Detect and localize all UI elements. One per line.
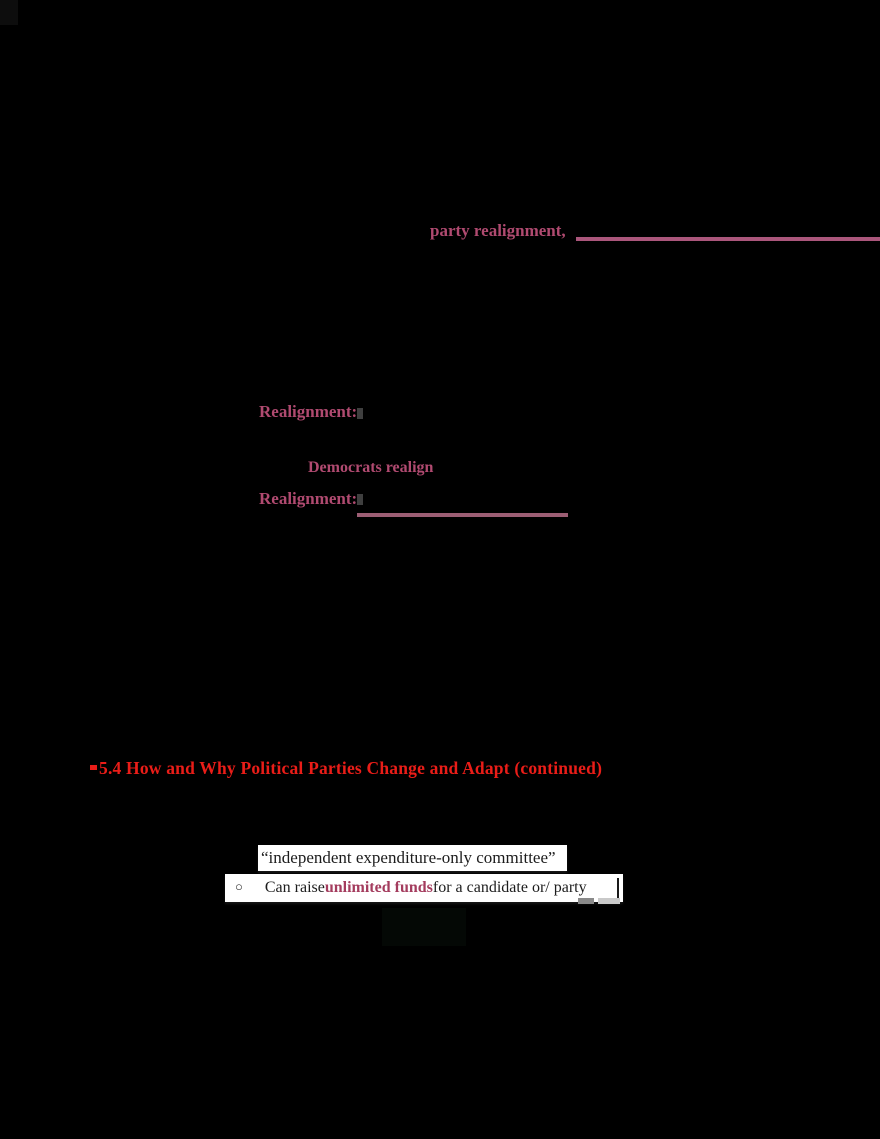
bullet-text-suffix: for a candidate or/ party: [432, 879, 587, 896]
circle-bullet-icon: ○: [235, 879, 243, 894]
underline-rule-1: [576, 237, 880, 241]
ghost-text-mark-1: [357, 408, 363, 419]
highlight-realignment-term-2[interactable]: Realignment:: [259, 489, 358, 508]
corner-artifact: [0, 0, 18, 25]
quote-text: “independent expenditure-only committee”: [261, 848, 556, 867]
underline-rule-2: [357, 513, 568, 517]
bullet-text-prefix: Can raise: [264, 879, 325, 896]
text-cursor: [617, 878, 619, 898]
red-bullet-tick: [90, 765, 97, 770]
quote-callout[interactable]: “independent expenditure-only committee”: [258, 845, 567, 871]
highlight-realignment-term-1[interactable]: Realignment:: [259, 402, 358, 421]
bullet-callout[interactable]: ○ Can raise unlimited funds for a candid…: [225, 874, 623, 902]
highlight-party-realignment[interactable]: party realignment,: [430, 221, 566, 240]
selection-handle-artifact-1: [578, 898, 594, 904]
highlight-democrats-realign[interactable]: Democrats realign: [308, 459, 434, 476]
section-header[interactable]: 5.4 How and Why Political Parties Change…: [99, 758, 603, 778]
bullet-text-emphasis: unlimited funds: [324, 879, 433, 896]
faded-tooltip-artifact: [382, 908, 466, 946]
selection-handle-artifact-2: [598, 898, 620, 904]
ghost-text-mark-2: [357, 494, 363, 505]
